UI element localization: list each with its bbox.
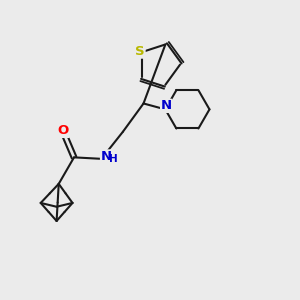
Text: O: O [58, 124, 69, 137]
Text: S: S [135, 45, 145, 58]
Text: N: N [100, 150, 112, 163]
Text: N: N [160, 99, 172, 112]
Text: H: H [109, 154, 118, 164]
